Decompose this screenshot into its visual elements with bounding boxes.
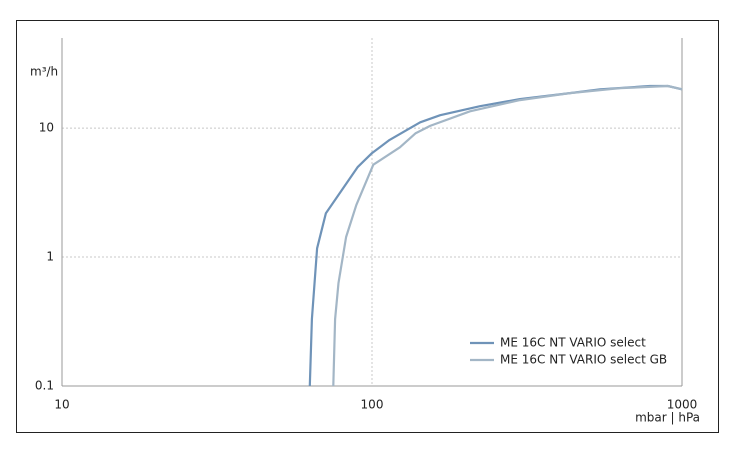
y-tick-label: 1 bbox=[46, 250, 54, 264]
y-axis-label: m³/h bbox=[30, 65, 58, 79]
data-line bbox=[332, 84, 683, 387]
x-tick-label: 100 bbox=[361, 398, 384, 412]
legend-label: ME 16C NT VARIO select GB bbox=[500, 353, 667, 367]
y-tick-label: 10 bbox=[39, 121, 54, 135]
frame bbox=[16, 20, 719, 433]
legend-label: ME 16C NT VARIO select bbox=[500, 336, 646, 350]
x-axis-label: mbar | hPa bbox=[635, 411, 700, 425]
y-tick-label: 0.1 bbox=[35, 379, 54, 393]
x-tick-label: 1000 bbox=[667, 398, 698, 412]
x-tick-label: 10 bbox=[54, 398, 69, 412]
